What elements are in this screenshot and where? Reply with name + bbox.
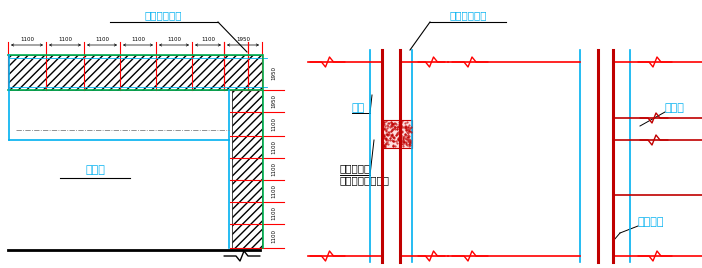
Bar: [224, 55, 262, 90]
Bar: [232, 224, 262, 248]
Text: 1100: 1100: [272, 117, 277, 131]
Bar: [232, 112, 262, 136]
Text: 1100: 1100: [20, 37, 34, 42]
Text: 混凝土传力带: 混凝土传力带: [144, 10, 182, 20]
Bar: [232, 90, 262, 112]
Bar: [120, 55, 156, 90]
Text: 围护桩主筋: 围护桩主筋: [340, 163, 371, 173]
Bar: [232, 224, 262, 248]
Bar: [232, 136, 262, 158]
Text: 1100: 1100: [167, 37, 181, 42]
Text: 围护桩: 围护桩: [85, 165, 105, 175]
Text: 与传力带钢筋焊接: 与传力带钢筋焊接: [340, 175, 390, 185]
Text: 1100: 1100: [201, 37, 215, 42]
Text: 1950: 1950: [272, 65, 277, 80]
Bar: [232, 90, 262, 112]
Bar: [382, 120, 412, 148]
Text: 1100: 1100: [131, 37, 145, 42]
Bar: [232, 202, 262, 224]
Text: 1950: 1950: [236, 37, 250, 42]
Bar: [8, 55, 46, 90]
Text: 地铁外墙: 地铁外墙: [638, 217, 665, 227]
Text: 1100: 1100: [272, 206, 277, 220]
Text: 1100: 1100: [272, 162, 277, 176]
Text: 外墙: 外墙: [352, 103, 365, 113]
Text: 中楼板: 中楼板: [665, 103, 685, 113]
Bar: [156, 55, 192, 90]
Bar: [232, 180, 262, 202]
Text: 混凝土传力带: 混凝土传力带: [449, 10, 486, 20]
Text: 1100: 1100: [95, 37, 109, 42]
Bar: [192, 55, 224, 90]
Bar: [8, 55, 46, 90]
Bar: [232, 112, 262, 136]
Bar: [120, 55, 156, 90]
Bar: [232, 158, 262, 180]
Bar: [232, 202, 262, 224]
Bar: [84, 55, 120, 90]
Text: 1100: 1100: [58, 37, 72, 42]
Bar: [232, 158, 262, 180]
Bar: [192, 55, 224, 90]
Bar: [224, 55, 262, 90]
Text: 1950: 1950: [272, 94, 277, 108]
Bar: [84, 55, 120, 90]
Bar: [46, 55, 84, 90]
Bar: [46, 55, 84, 90]
Text: 1100: 1100: [272, 184, 277, 198]
Bar: [232, 136, 262, 158]
Bar: [232, 180, 262, 202]
Text: 1100: 1100: [272, 140, 277, 154]
Bar: [156, 55, 192, 90]
Text: 1100: 1100: [272, 229, 277, 243]
